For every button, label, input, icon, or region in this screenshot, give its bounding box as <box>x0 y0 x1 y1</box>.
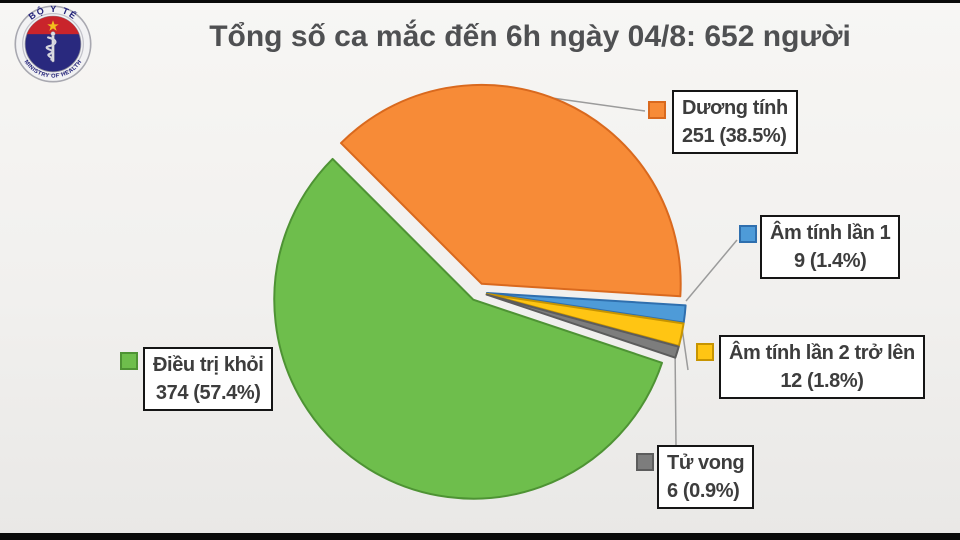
pie-slice-4 <box>273 157 663 500</box>
callout-am-tinh-1-value: 9 (1.4%) <box>793 250 867 272</box>
legend-marker-am-tinh-1 <box>739 225 757 243</box>
callout-duong-tinh-value: 251 (38.5%) <box>682 125 787 147</box>
leader-line-tu-vong <box>674 343 677 447</box>
callout-dieu-tri-khoi-label: Điều trị khỏi <box>153 354 264 376</box>
legend-marker-dieu-tri-khoi <box>120 352 138 370</box>
leader-line-duong-tinh <box>544 96 646 112</box>
pie-slice-3 <box>485 293 680 359</box>
asclepius-staff-icon <box>45 31 57 63</box>
callout-dieu-tri-khoi-value: 374 (57.4%) <box>155 382 261 404</box>
callout-tu-vong: Tử vong 6 (0.9%) <box>657 445 755 509</box>
callout-dieu-tri-khoi: Điều trị khỏi 374 (57.4%) <box>143 347 274 411</box>
leader-line-am-tinh-2 <box>681 327 689 371</box>
leader-line-am-tinh-1 <box>685 239 738 302</box>
leader-lines <box>544 96 738 447</box>
callout-tu-vong-value: 6 (0.9%) <box>667 480 740 502</box>
ministry-of-health-logo-icon: BỘ Y TẾ MINISTRY OF HEALTH <box>14 4 92 83</box>
bottom-letterbox-bar <box>0 533 960 540</box>
top-letterbox-bar <box>0 0 960 3</box>
pie-slice-0 <box>340 83 682 298</box>
legend-marker-duong-tinh <box>648 101 666 119</box>
callout-am-tinh-2-label: Âm tính lần 2 trở lên <box>729 342 915 364</box>
callout-am-tinh-1-label: Âm tính lần 1 <box>770 222 891 244</box>
callout-am-tinh-2: Âm tính lần 2 trở lên 12 (1.8%) <box>719 335 925 399</box>
legend-marker-tu-vong <box>636 453 654 471</box>
callout-duong-tinh-label: Dương tính <box>682 97 788 119</box>
callout-am-tinh-1: Âm tính lần 1 9 (1.4%) <box>760 215 901 279</box>
callout-tu-vong-label: Tử vong <box>667 452 745 474</box>
callout-am-tinh-2-value: 12 (1.8%) <box>780 370 864 392</box>
page-title: Tổng số ca mắc đến 6h ngày 04/8: 652 ngư… <box>209 20 851 53</box>
star-icon <box>47 20 59 31</box>
legend-marker-am-tinh-2 <box>696 343 714 361</box>
callout-duong-tinh: Dương tính 251 (38.5%) <box>672 90 798 154</box>
